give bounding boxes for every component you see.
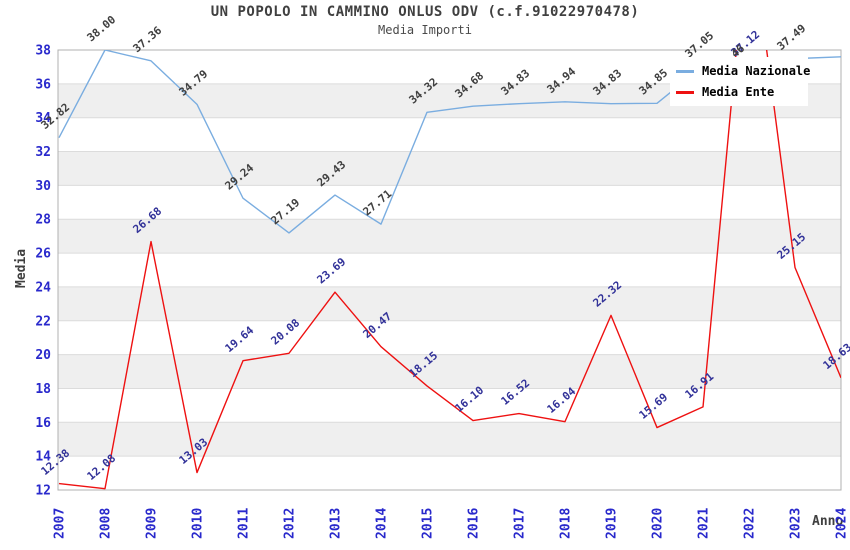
x-tick-label: 2016 [467, 508, 482, 539]
plot-band [58, 117, 841, 152]
legend-item-ente: Media Ente [670, 85, 808, 99]
y-tick-label: 36 [35, 77, 51, 92]
legend-box: Media Nazionale Media Ente [670, 57, 811, 106]
chart-title: UN POPOLO IN CAMMINO ONLUS ODV (c.f.9102… [210, 4, 640, 20]
plot-band [58, 388, 841, 423]
y-tick-label: 16 [35, 416, 51, 431]
y-tick-label: 28 [35, 213, 51, 228]
legend-label-nazionale: Media Nazionale [702, 64, 811, 78]
x-tick-label: 2019 [605, 508, 620, 539]
legend-swatch-ente [676, 90, 694, 94]
legend-label-ente: Media Ente [702, 85, 775, 99]
series-line-media-ente [58, 50, 841, 490]
x-tick-label: 2010 [191, 508, 206, 539]
plot-band [58, 320, 841, 355]
x-tick-label: 2011 [237, 508, 252, 539]
plot-band [58, 253, 841, 287]
plot-band [58, 185, 841, 220]
y-tick-label: 30 [35, 179, 51, 194]
y-tick-label: 12 [35, 484, 51, 499]
y-tick-label: 22 [35, 314, 51, 329]
x-tick-label: 2007 [53, 508, 68, 539]
x-tick-label: 2009 [145, 508, 160, 539]
x-tick-label: 2015 [421, 508, 436, 539]
x-axis-title: Anno [812, 514, 844, 529]
data-label: 38.00 [85, 13, 119, 44]
x-tick-label: 2014 [375, 508, 390, 539]
plot-band [58, 422, 841, 457]
x-tick-label: 2024 [835, 508, 850, 539]
legend-swatch-nazionale [676, 69, 694, 73]
plot-band [58, 151, 841, 186]
x-tick-label: 2017 [513, 508, 528, 539]
x-tick-label: 2023 [789, 508, 804, 539]
y-tick-label: 24 [35, 280, 51, 295]
y-tick-label: 18 [35, 382, 51, 397]
x-tick-label: 2008 [99, 508, 114, 539]
plot-band [58, 456, 841, 490]
y-tick-label: 34 [35, 111, 51, 126]
x-tick-label: 2021 [697, 508, 712, 539]
x-tick-label: 2020 [651, 508, 666, 539]
x-tick-label: 2018 [559, 508, 574, 539]
y-tick-label: 26 [35, 247, 51, 262]
legend-item-nazionale: Media Nazionale [670, 64, 811, 78]
y-tick-label: 32 [35, 145, 51, 160]
x-tick-label: 2013 [329, 508, 344, 539]
plot-band [58, 286, 841, 321]
y-tick-label: 14 [35, 450, 51, 465]
y-tick-label: 38 [35, 44, 51, 59]
plot-band [58, 354, 841, 389]
data-label: 37.49 [775, 22, 809, 53]
chart-subtitle: Media Importi [378, 23, 472, 37]
plot-border [57, 49, 842, 491]
y-tick-label: 20 [35, 348, 51, 363]
plot-band [58, 219, 841, 254]
x-tick-label: 2022 [743, 508, 758, 539]
x-tick-label: 2012 [283, 508, 298, 539]
